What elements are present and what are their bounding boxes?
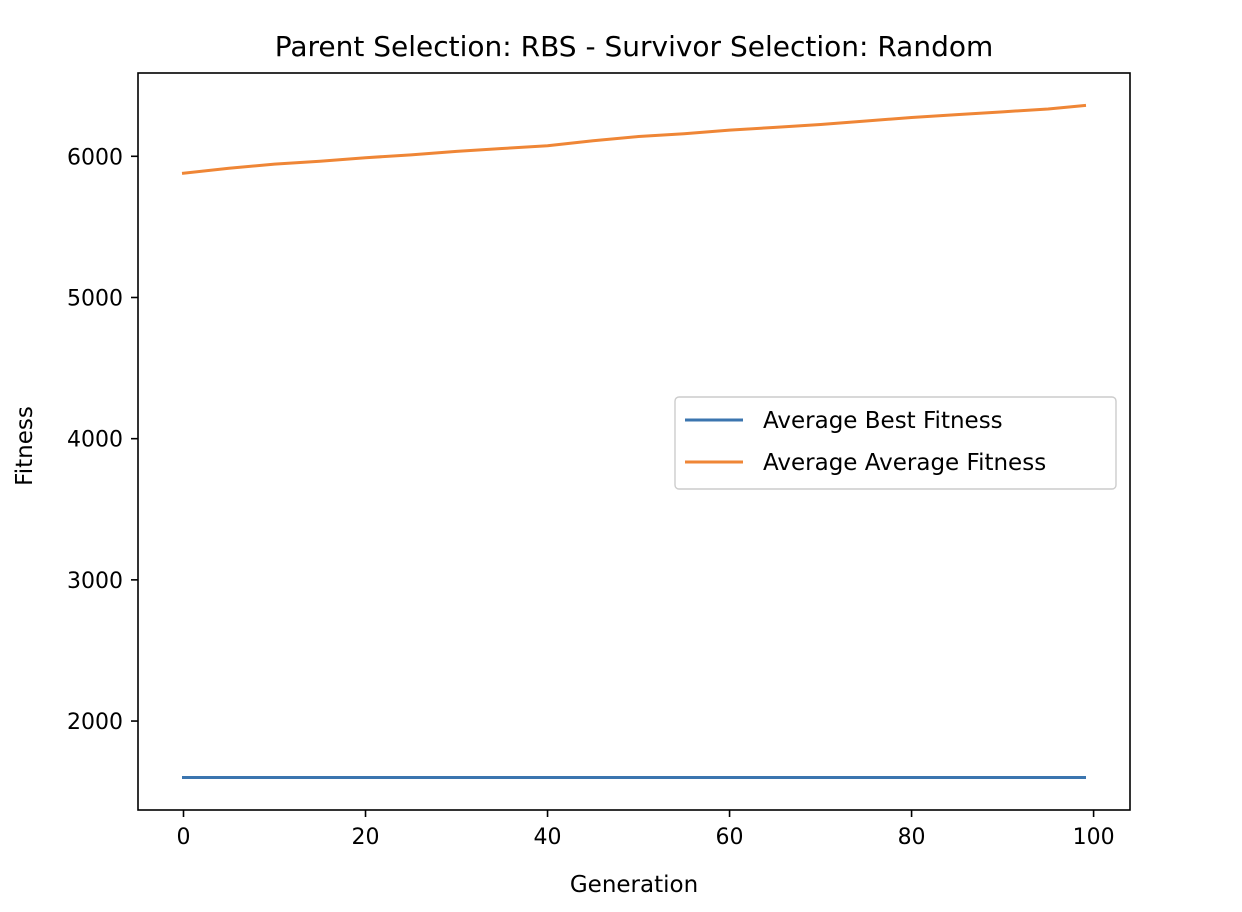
legend-label-average-average-fitness: Average Average Fitness (763, 450, 1046, 476)
x-tick-label: 20 (352, 825, 380, 850)
x-tick-label: 0 (177, 825, 191, 850)
chart-title: Parent Selection: RBS - Survivor Selecti… (275, 30, 994, 63)
x-axis-title: Generation (570, 872, 698, 898)
y-axis-title: Fitness (12, 406, 38, 486)
series-layer (181, 103, 1087, 780)
x-tick-label: 100 (1073, 825, 1115, 850)
y-tick-label: 2000 (67, 710, 123, 735)
legend-label-average-best-fitness: Average Best Fitness (763, 408, 1003, 434)
x-axis: 0 20 40 60 80 100 (177, 810, 1115, 850)
legend-box (674, 396, 1117, 490)
x-tick-label: 60 (716, 825, 744, 850)
y-tick-label: 3000 (67, 569, 123, 594)
legend: Average Best Fitness Average Average Fit… (674, 396, 1117, 490)
x-tick-label: 40 (534, 825, 562, 850)
plot-frame (137, 72, 1131, 811)
series-line-average-average-fitness (181, 103, 1087, 175)
y-tick-label: 6000 (67, 145, 123, 170)
y-tick-label: 5000 (67, 286, 123, 311)
y-tick-label: 4000 (67, 428, 123, 453)
x-tick-label: 80 (898, 825, 926, 850)
y-axis: 2000 3000 4000 5000 6000 (67, 145, 138, 735)
